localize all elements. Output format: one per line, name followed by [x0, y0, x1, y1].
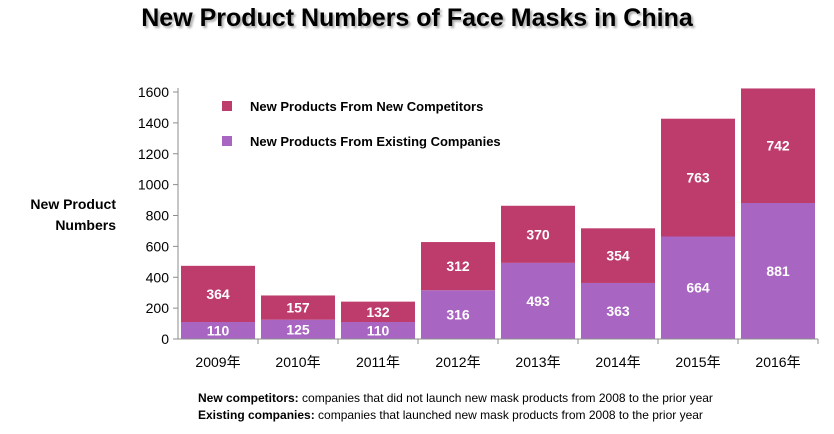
bar-new-competitors: [261, 295, 335, 320]
note-existing-companies: Existing companies: companies that launc…: [198, 407, 713, 424]
data-label-existing: 110: [207, 323, 230, 339]
note-existing-text: companies that launched new mask product…: [314, 408, 703, 422]
data-label-existing: 316: [446, 307, 470, 323]
chart-title: New Product Numbers of Face Masks in Chi…: [141, 4, 693, 32]
x-tick-label: 2009年: [195, 354, 240, 370]
note-existing-term: Existing companies:: [198, 408, 315, 422]
note-new-competitors: New competitors: companies that did not …: [198, 390, 713, 407]
bar-new-competitors: [181, 265, 255, 323]
data-label-new: 763: [686, 170, 710, 186]
data-label-existing: 363: [606, 303, 630, 319]
bar-new-competitors: [661, 118, 735, 237]
data-label-existing: 664: [686, 280, 710, 296]
bar-existing-companies: [501, 262, 575, 339]
y-tick-label: 600: [146, 238, 170, 254]
bar-new-competitors: [341, 301, 415, 323]
bar-existing-companies: [181, 322, 255, 339]
y-axis-label: New Product Numbers: [14, 194, 116, 236]
legend-swatch: [222, 101, 232, 111]
x-tick-label: 2010年: [275, 354, 320, 370]
data-label-existing: 493: [526, 293, 550, 309]
y-tick-label: 800: [146, 208, 170, 224]
data-label-new: 157: [286, 300, 310, 316]
data-label-new: 354: [606, 248, 630, 264]
bar-existing-companies: [341, 322, 415, 339]
data-label-existing: 110: [367, 323, 390, 339]
legend-swatch: [222, 136, 232, 146]
y-tick-label: 400: [146, 269, 170, 285]
legend-label: New Products From Existing Companies: [250, 134, 501, 149]
x-tick-label: 2016年: [755, 354, 800, 370]
data-label-new: 312: [446, 258, 470, 274]
data-label-existing: 881: [766, 263, 790, 279]
bar-new-competitors: [501, 205, 575, 263]
x-tick-label: 2013年: [515, 354, 560, 370]
note-new-text: companies that did not launch new mask p…: [298, 391, 713, 405]
y-tick-label: 1200: [138, 146, 169, 162]
y-axis-label-line2: Numbers: [55, 217, 116, 233]
data-label-existing: 125: [286, 321, 310, 337]
bar-new-competitors: [581, 228, 655, 283]
bar-new-competitors: [741, 88, 815, 203]
bar-existing-companies: [661, 236, 735, 339]
bar-new-competitors: [421, 242, 495, 291]
data-label-new: 364: [206, 286, 230, 302]
bar-existing-companies: [261, 319, 335, 339]
x-tick-label: 2012年: [435, 354, 480, 370]
x-tick-label: 2015年: [675, 354, 720, 370]
bar-existing-companies: [741, 202, 815, 339]
legend-label: New Products From New Competitors: [250, 99, 483, 114]
data-label-new: 742: [766, 138, 790, 154]
bar-existing-companies: [581, 282, 655, 339]
note-new-term: New competitors:: [198, 391, 299, 405]
x-tick-label: 2011年: [356, 354, 400, 370]
footnotes: New competitors: companies that did not …: [198, 390, 713, 424]
y-tick-label: 1400: [138, 115, 169, 131]
y-axis-label-line1: New Product: [30, 196, 116, 212]
x-tick-label: 2014年: [595, 354, 640, 370]
y-tick-label: 0: [161, 331, 169, 347]
y-tick-label: 200: [146, 300, 170, 316]
y-tick-label: 1000: [138, 177, 169, 193]
bar-existing-companies: [421, 290, 495, 339]
data-label-new: 370: [526, 226, 550, 242]
y-tick-label: 1600: [138, 84, 169, 100]
data-label-new: 132: [366, 304, 390, 320]
